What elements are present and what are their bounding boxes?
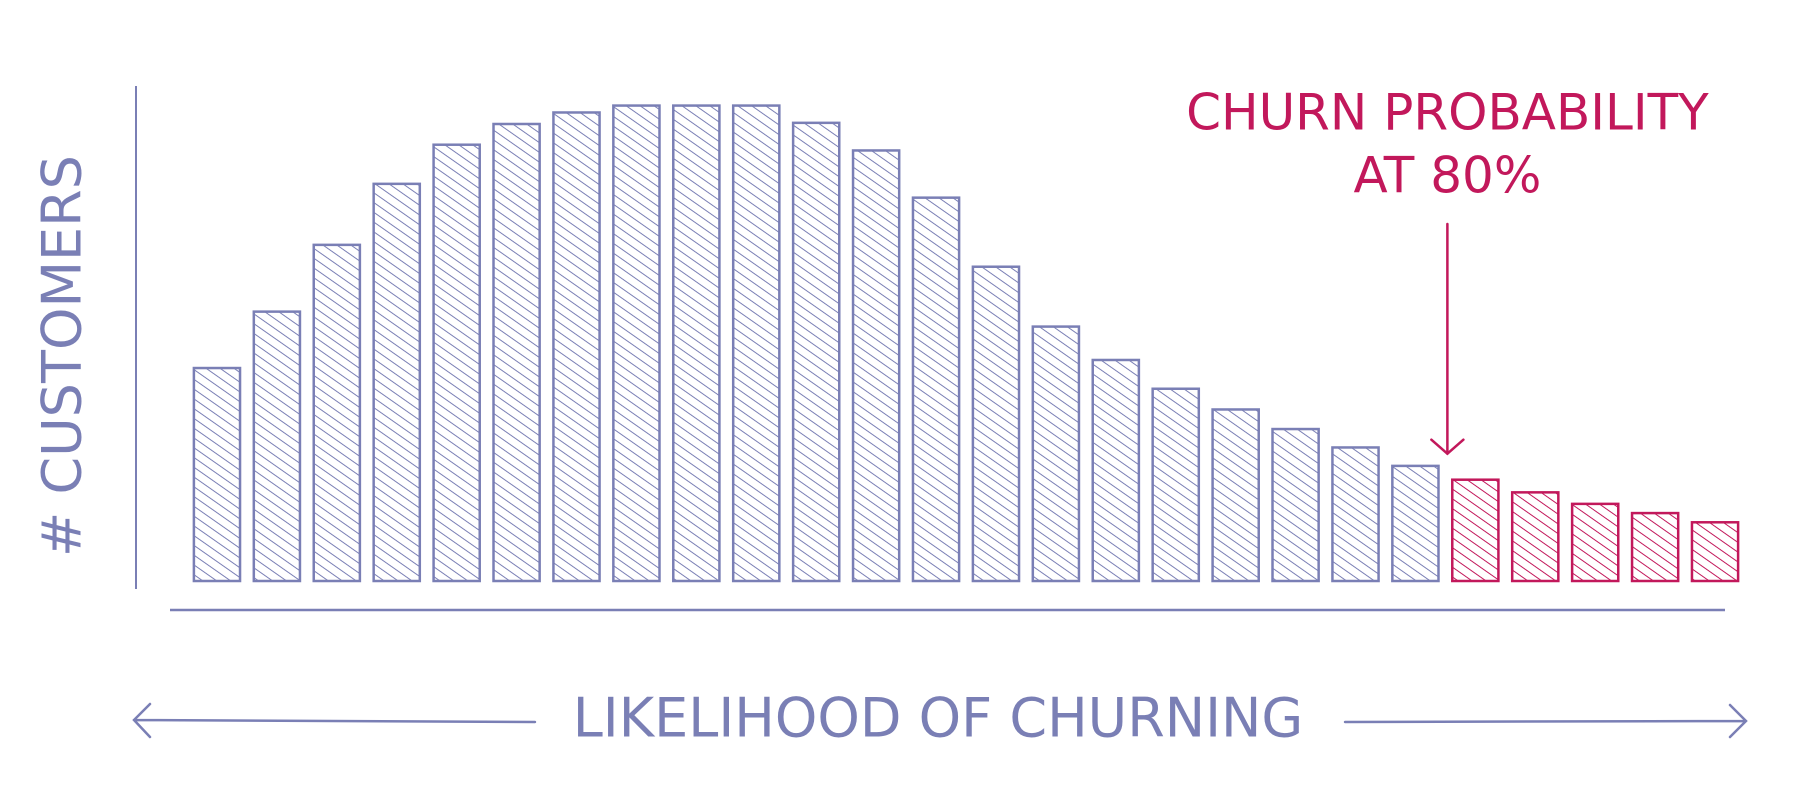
bar [1690, 521, 1740, 583]
bar [1031, 325, 1081, 583]
bar [1271, 427, 1320, 583]
bar [252, 310, 302, 583]
bar [1510, 491, 1560, 583]
bar [1091, 358, 1141, 583]
bar [1570, 502, 1620, 583]
y-axis-label: # CUSTOMERS [31, 155, 94, 557]
annotation-arrow [1430, 222, 1465, 456]
bar [1211, 408, 1260, 583]
bar [1451, 478, 1500, 583]
bar [672, 104, 721, 583]
bar [612, 104, 661, 583]
annotation-text: AT 80% [1353, 147, 1541, 205]
bar [731, 104, 781, 583]
bar [791, 121, 841, 583]
bar [1630, 511, 1680, 583]
bar [911, 196, 961, 583]
x-axis-arrows [132, 702, 1748, 739]
annotation-text: CHURN PROBABILITY [1186, 84, 1709, 142]
bar [1391, 464, 1440, 583]
bar [492, 122, 541, 583]
bar [552, 111, 601, 583]
bar [1151, 387, 1201, 583]
bar [851, 149, 901, 583]
bar [192, 366, 242, 583]
bar [432, 143, 481, 583]
bar [1331, 446, 1380, 583]
bar [372, 182, 422, 583]
bar [312, 243, 362, 583]
x-axis-label: LIKELIHOOD OF CHURNING [573, 687, 1304, 750]
bar [971, 265, 1021, 583]
